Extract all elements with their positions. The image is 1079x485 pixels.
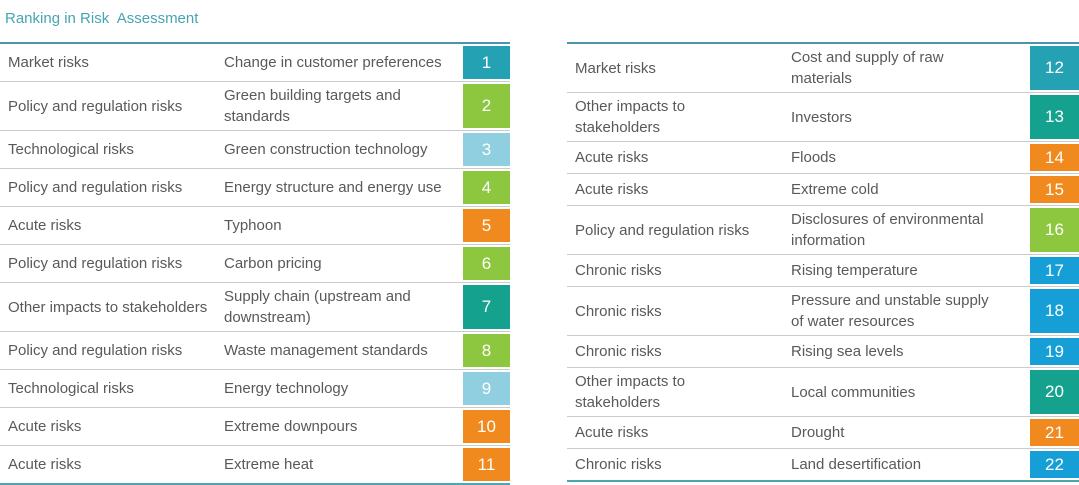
ranking-tables-container: Market risks Change in customer preferenc… — [0, 42, 1079, 485]
risk-description: Rising temperature — [791, 262, 918, 279]
risk-description: Supply chain (upstream and downstream) — [224, 288, 411, 326]
risk-description: Waste management standards — [224, 342, 428, 359]
risk-description: Typhoon — [224, 217, 282, 234]
risk-category: Chronic risks — [575, 262, 662, 279]
rank-badge: 8 — [463, 334, 510, 367]
table-row: Chronic risks Pressure and unstable suppl… — [567, 287, 1079, 336]
rank-badge: 22 — [1030, 451, 1079, 478]
risk-category: Chronic risks — [575, 456, 662, 473]
rank-badge: 11 — [463, 448, 510, 481]
ranking-table-left: Market risks Change in customer preferenc… — [0, 42, 510, 485]
risk-category: Other impacts to stakeholders — [575, 98, 686, 136]
risk-description: Change in customer preferences — [224, 54, 442, 71]
risk-category: Other impacts to stakeholders — [575, 373, 686, 411]
table-row: Market risks Change in customer preferenc… — [0, 44, 510, 82]
rank-badge: 18 — [1030, 289, 1079, 333]
table-row: Acute risks Floods 14 — [567, 142, 1079, 174]
table-row: Acute risks Drought 21 — [567, 417, 1079, 449]
rank-badge: 20 — [1030, 370, 1079, 414]
risk-description: Green building targets and standards — [224, 87, 401, 125]
rank-badge: 17 — [1030, 257, 1079, 284]
rank-badge: 2 — [463, 84, 510, 128]
table-row: Technological risks Energy technology 9 — [0, 370, 510, 408]
table-row: Chronic risks Rising temperature 17 — [567, 255, 1079, 287]
rank-badge: 5 — [463, 209, 510, 242]
rank-badge: 21 — [1030, 419, 1079, 446]
risk-description: Investors — [791, 108, 852, 126]
risk-description: Rising sea levels — [791, 343, 904, 360]
risk-category: Market risks — [575, 59, 656, 77]
risk-description: Extreme downpours — [224, 418, 358, 435]
risk-description: Cost and supply of raw materials — [791, 49, 944, 87]
risk-category: Acute risks — [575, 149, 649, 166]
table-row: Market risks Cost and supply of raw mater… — [567, 44, 1079, 93]
risk-description: Local communities — [791, 383, 916, 401]
risk-category: Technological risks — [8, 380, 134, 397]
risk-category: Technological risks — [8, 141, 134, 158]
rank-badge: 3 — [463, 133, 510, 166]
risk-category: Acute risks — [575, 424, 649, 441]
rank-badge: 7 — [463, 285, 510, 329]
rank-badge: 4 — [463, 171, 510, 204]
rank-badge: 14 — [1030, 144, 1079, 171]
risk-description: Energy structure and energy use — [224, 179, 442, 196]
risk-category: Policy and regulation risks — [575, 221, 750, 239]
risk-description: Drought — [791, 424, 845, 441]
risk-description: Extreme heat — [224, 456, 314, 473]
table-row: Policy and regulation risks Green buildin… — [0, 82, 510, 131]
risk-category: Market risks — [8, 54, 89, 71]
table-row: Chronic risks Land desertification 22 — [567, 449, 1079, 480]
rank-badge: 1 — [463, 46, 510, 79]
risk-description: Extreme cold — [791, 181, 879, 198]
table-row: Other impacts to stakeholders Local commu… — [567, 368, 1079, 417]
table-row: Acute risks Typhoon 5 — [0, 207, 510, 245]
rank-badge: 19 — [1030, 338, 1079, 365]
ranking-table-right: Market risks Cost and supply of raw mater… — [567, 42, 1079, 482]
rank-badge: 6 — [463, 247, 510, 280]
table-row: Chronic risks Rising sea levels 19 — [567, 336, 1079, 368]
risk-description: Floods — [791, 149, 837, 166]
table-row: Acute risks Extreme cold 15 — [567, 174, 1079, 206]
table-row: Policy and regulation risks Carbon pricin… — [0, 245, 510, 283]
risk-category: Policy and regulation risks — [8, 342, 183, 359]
table-row: Policy and regulation risks Disclosures o… — [567, 206, 1079, 255]
risk-category: Chronic risks — [575, 343, 662, 360]
risk-description: Green construction technology — [224, 141, 428, 158]
rank-badge: 10 — [463, 410, 510, 443]
risk-description: Disclosures of environmental information — [791, 211, 984, 249]
risk-description: Energy technology — [224, 380, 349, 397]
risk-category: Acute risks — [575, 181, 649, 198]
page-title: Ranking in Risk Assessment — [5, 10, 199, 27]
rank-badge: 16 — [1030, 208, 1079, 252]
risk-description: Pressure and unstable supply of water re… — [791, 292, 989, 330]
table-row: Policy and regulation risks Waste managem… — [0, 332, 510, 370]
rank-badge: 12 — [1030, 46, 1079, 90]
table-row: Other impacts to stakeholders Supply chai… — [0, 283, 510, 332]
rank-badge: 13 — [1030, 95, 1079, 139]
risk-category: Policy and regulation risks — [8, 255, 183, 272]
risk-category: Other impacts to stakeholders — [8, 298, 208, 316]
rank-badge: 15 — [1030, 176, 1079, 203]
risk-category: Acute risks — [8, 456, 82, 473]
risk-category: Policy and regulation risks — [8, 179, 183, 196]
table-row: Policy and regulation risks Energy struct… — [0, 169, 510, 207]
risk-description: Carbon pricing — [224, 255, 322, 272]
risk-category: Policy and regulation risks — [8, 97, 183, 115]
table-row: Other impacts to stakeholders Investors 13 — [567, 93, 1079, 142]
table-row: Acute risks Extreme heat 11 — [0, 446, 510, 483]
risk-category: Acute risks — [8, 418, 82, 435]
risk-description: Land desertification — [791, 456, 922, 473]
table-row: Technological risks Green construction te… — [0, 131, 510, 169]
table-row: Acute risks Extreme downpours 10 — [0, 408, 510, 446]
rank-badge: 9 — [463, 372, 510, 405]
risk-category: Chronic risks — [575, 302, 662, 320]
risk-category: Acute risks — [8, 217, 82, 234]
